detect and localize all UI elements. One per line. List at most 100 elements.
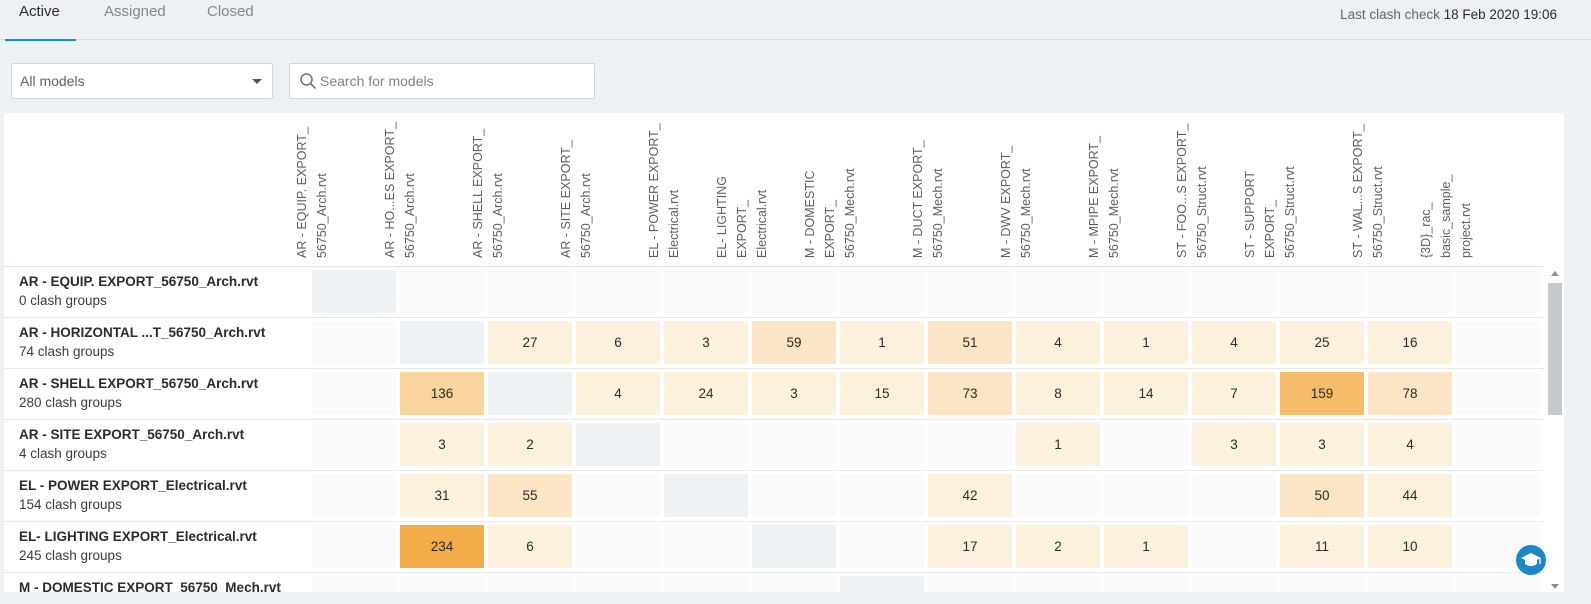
row-label: AR - HORIZONTAL ...T_56750_Arch.rvt 74 cl… (19, 324, 309, 362)
matrix-cell[interactable]: 44 (1368, 474, 1452, 517)
column-header-line: 56750_Arch.rvt (403, 173, 417, 258)
column-header[interactable]: {3D}_rac_ basic_sample_ project.rvt (1419, 113, 1544, 266)
tab-active[interactable]: Active (5, 0, 76, 41)
tab-assigned[interactable]: Assigned (104, 3, 166, 20)
scrollbar-thumb[interactable] (1548, 283, 1562, 415)
graduation-cap-icon[interactable] (1516, 545, 1546, 575)
column-header-line: 56750_Mech.rvt (931, 168, 945, 258)
matrix-cell[interactable]: 6 (488, 525, 572, 568)
matrix-cell[interactable]: 159 (1280, 372, 1364, 415)
row-label: EL - POWER EXPORT_Electrical.rvt 154 clas… (19, 477, 309, 515)
column-header-label: ST - WAL...S EXPORT_ 56750_Struct.rvt (1348, 124, 1388, 258)
matrix-cell (840, 423, 924, 466)
table-row[interactable]: AR - HORIZONTAL ...T_56750_Arch.rvt 74 cl… (4, 318, 1544, 369)
column-header-line: ST - WAL...S EXPORT_ (1351, 124, 1365, 258)
matrix-cell[interactable]: 73 (928, 372, 1012, 415)
matrix-cell (1192, 270, 1276, 313)
matrix-cell[interactable]: 3 (400, 423, 484, 466)
matrix-cell[interactable]: 50 (1280, 474, 1364, 517)
model-name: AR - HORIZONTAL ...T_56750_Arch.rvt (19, 325, 266, 340)
vertical-scrollbar[interactable] (1548, 271, 1562, 589)
model-filter-select[interactable]: All models (11, 63, 273, 99)
matrix-cell (928, 423, 1012, 466)
matrix-cell[interactable]: 16 (1368, 321, 1452, 364)
matrix-cell[interactable]: 3 (664, 321, 748, 364)
column-header-line: 56750_Arch.rvt (315, 173, 329, 258)
matrix-cell[interactable]: 78 (1368, 372, 1452, 415)
matrix-cell[interactable]: 51 (928, 321, 1012, 364)
matrix-cell[interactable]: 4 (1016, 321, 1100, 364)
matrix-cell[interactable]: 3 (1280, 423, 1364, 466)
matrix-cell (664, 270, 748, 313)
matrix-cell (1104, 474, 1188, 517)
matrix-cell[interactable]: 11 (1280, 525, 1364, 568)
matrix-cell[interactable]: 4 (576, 372, 660, 415)
matrix-cell[interactable]: 1 (1016, 423, 1100, 466)
matrix-cell[interactable]: 4 (1192, 321, 1276, 364)
matrix-cell[interactable]: 3 (1192, 423, 1276, 466)
matrix-cell (1368, 270, 1452, 313)
column-header-label: ST - SUPPORT EXPORT_ 56750_Struct.rvt (1240, 166, 1300, 258)
column-header-label: M - DWV EXPORT_ 56750_Mech.rvt (996, 146, 1036, 258)
matrix-cell[interactable]: 2 (1016, 525, 1100, 568)
column-header-label: {3D}_rac_ basic_sample_ project.rvt (1416, 175, 1476, 258)
column-header-line: AR - SHELL EXPORT_ (471, 128, 485, 258)
matrix-cell[interactable]: 24 (664, 372, 748, 415)
matrix-cell[interactable]: 27 (488, 321, 572, 364)
matrix-cell-self (840, 576, 924, 592)
search-icon (299, 72, 317, 95)
scroll-up-icon[interactable] (1551, 271, 1559, 276)
matrix-cell[interactable]: 4 (1368, 423, 1452, 466)
matrix-cell[interactable]: 15 (840, 372, 924, 415)
matrix-cell[interactable]: 1 (1104, 321, 1188, 364)
matrix-cell[interactable]: 2 (488, 423, 572, 466)
matrix-cell (840, 474, 924, 517)
model-name: M - DOMESTIC EXPORT_56750_Mech.rvt (19, 580, 281, 592)
matrix-cell[interactable]: 3 (752, 372, 836, 415)
clash-group-count: 74 clash groups (19, 344, 115, 359)
matrix-cell (840, 525, 924, 568)
matrix-cell (928, 270, 1012, 313)
matrix-cell[interactable]: 25 (1280, 321, 1364, 364)
matrix-cell[interactable]: 1 (1104, 525, 1188, 568)
matrix-cell[interactable]: 31 (400, 474, 484, 517)
matrix-cell[interactable]: 7 (1192, 372, 1276, 415)
column-header-line: basic_sample_ (1439, 174, 1453, 258)
search-box[interactable] (289, 63, 595, 99)
column-header-line: M - DWV EXPORT_ (999, 145, 1013, 258)
table-row[interactable]: EL - POWER EXPORT_Electrical.rvt 154 clas… (4, 471, 1544, 522)
matrix-cell[interactable]: 6 (576, 321, 660, 364)
matrix-cell[interactable]: 8 (1016, 372, 1100, 415)
matrix-cell (1456, 372, 1540, 415)
table-row[interactable]: M - DOMESTIC EXPORT_56750_Mech.rvt (4, 573, 1544, 592)
matrix-cell-self (312, 270, 396, 313)
matrix-cell (312, 474, 396, 517)
search-input[interactable] (320, 64, 590, 98)
matrix-cell[interactable]: 136 (400, 372, 484, 415)
matrix-cell-self (488, 372, 572, 415)
matrix-cell (576, 270, 660, 313)
column-header-line: EXPORT_ (735, 199, 749, 258)
matrix-cell[interactable]: 55 (488, 474, 572, 517)
matrix-cell (1456, 576, 1540, 592)
matrix-cell (1192, 576, 1276, 592)
matrix-cell[interactable]: 234 (400, 525, 484, 568)
matrix-cell[interactable]: 17 (928, 525, 1012, 568)
matrix-cell (400, 576, 484, 592)
matrix-cell-self (664, 474, 748, 517)
matrix-cell[interactable]: 42 (928, 474, 1012, 517)
table-row[interactable]: AR - EQUIP. EXPORT_56750_Arch.rvt 0 clash… (4, 267, 1544, 318)
column-header-line: ST - SUPPORT (1243, 170, 1257, 258)
table-row[interactable]: AR - SHELL EXPORT_56750_Arch.rvt 280 clas… (4, 369, 1544, 420)
tab-closed[interactable]: Closed (207, 3, 254, 20)
matrix-cell-self (400, 321, 484, 364)
matrix-cell[interactable]: 10 (1368, 525, 1452, 568)
column-header-line: 56750_Arch.rvt (491, 173, 505, 258)
matrix-cell[interactable]: 59 (752, 321, 836, 364)
matrix-cell (1280, 576, 1364, 592)
table-row[interactable]: EL- LIGHTING EXPORT_Electrical.rvt 245 cl… (4, 522, 1544, 573)
matrix-cell[interactable]: 1 (840, 321, 924, 364)
table-row[interactable]: AR - SITE EXPORT_56750_Arch.rvt 4 clash g… (4, 420, 1544, 471)
matrix-cell[interactable]: 14 (1104, 372, 1188, 415)
scroll-down-icon[interactable] (1551, 584, 1559, 589)
